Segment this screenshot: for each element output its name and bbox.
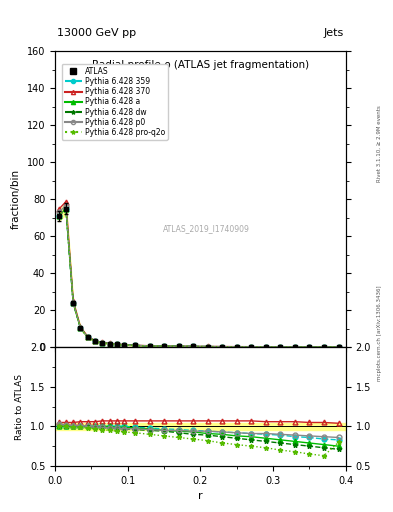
Y-axis label: fraction/bin: fraction/bin [11,169,21,229]
Bar [55,423,346,430]
X-axis label: r: r [198,491,203,501]
Text: ATLAS_2019_I1740909: ATLAS_2019_I1740909 [163,224,250,233]
Text: Rivet 3.1.10, ≥ 2.9M events: Rivet 3.1.10, ≥ 2.9M events [377,105,382,182]
Text: 13000 GeV pp: 13000 GeV pp [57,28,136,38]
Legend: ATLAS, Pythia 6.428 359, Pythia 6.428 370, Pythia 6.428 a, Pythia 6.428 dw, Pyth: ATLAS, Pythia 6.428 359, Pythia 6.428 37… [62,64,168,140]
Text: Jets: Jets [323,28,344,38]
Text: mcplots.cern.ch [arXiv:1306.3436]: mcplots.cern.ch [arXiv:1306.3436] [377,285,382,380]
Y-axis label: Ratio to ATLAS: Ratio to ATLAS [15,374,24,440]
Text: Radial profile ρ (ATLAS jet fragmentation): Radial profile ρ (ATLAS jet fragmentatio… [92,60,309,70]
